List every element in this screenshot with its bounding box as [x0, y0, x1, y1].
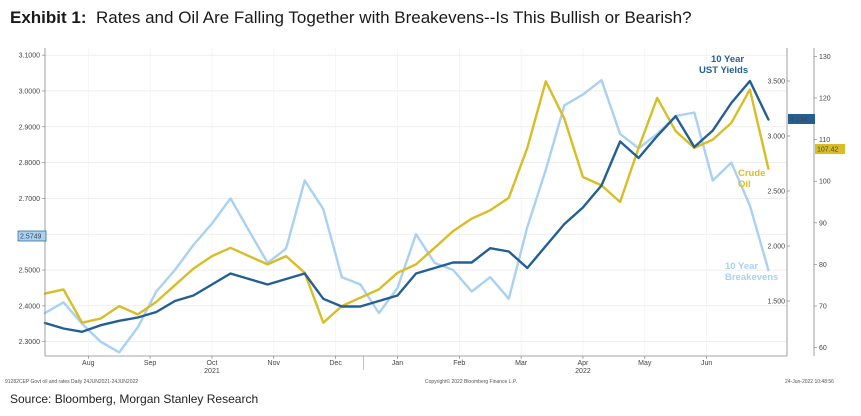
inner-right-tick-label: 3.000: [767, 134, 785, 141]
left-tick-label: 2.4000: [19, 303, 41, 310]
exhibit-label: Exhibit 1:: [10, 8, 87, 27]
x-tick-label: Oct: [207, 360, 218, 367]
left-tick-label: 3.0000: [19, 88, 41, 95]
breakeven-line: [43, 78, 770, 354]
inner-right-tick-label: 2.500: [767, 189, 785, 196]
x-tick-label: Aug: [82, 360, 95, 367]
footer-right-note: 24-Jun-2022 10:48:56: [785, 379, 834, 385]
footer-center-note: Copyright© 2022 Bloomberg Finance L.P.: [425, 378, 517, 385]
left-tick-label: 2.8000: [19, 160, 41, 167]
x-tick-label: Feb: [453, 360, 465, 367]
year-label-2021: 2021: [204, 368, 220, 375]
inner-right-tick-label: 2.000: [767, 244, 785, 251]
x-tick-label: Nov: [268, 360, 281, 367]
x-tick-label: May: [638, 360, 652, 367]
source-note: Source: Bloomberg, Morgan Stanley Resear…: [10, 392, 259, 406]
outer-right-tick-label: 90: [819, 220, 827, 227]
oil-label-line2: Oil: [738, 179, 751, 190]
footer-left-note: 91282CEP Govt oil and rates Daily 24JUN2…: [5, 379, 138, 385]
x-tick-label: Jan: [392, 360, 403, 367]
title-text: Rates and Oil Are Falling Together with …: [95, 8, 692, 27]
outer-right-tick-label: 130: [819, 54, 831, 61]
outer-right-tick-label: 100: [819, 179, 831, 186]
outer-right-tick-label: 110: [819, 137, 830, 144]
series-labels: 10 Year UST Yields Crude Oil 10 Year Bre…: [699, 54, 778, 283]
inner-right-tick-label: 1.500: [767, 299, 785, 306]
left-tick-label: 2.7000: [19, 196, 41, 203]
x-tick-label: Dec: [329, 360, 342, 367]
outer-right-tick-label: 80: [819, 262, 827, 269]
ticks: 2.30002.40002.50002.60002.70002.80002.90…: [19, 53, 831, 375]
outer-right-tick-label: 60: [819, 345, 827, 352]
footer-notes: 91282CEP Govt oil and rates Daily 24JUN2…: [5, 378, 834, 385]
chart-title: Exhibit 1: Rates and Oil Are Falling Tog…: [10, 8, 692, 28]
oil-tag-box: [815, 144, 845, 154]
breakeven-label-line1: 10 Year: [725, 261, 758, 272]
left-tick-label: 2.3000: [19, 339, 41, 346]
left-tick-label: 2.5000: [19, 268, 41, 275]
left-tick-label: 3.1000: [19, 53, 41, 60]
oil-label-line1: Crude: [738, 168, 765, 179]
breakeven-tag: 2.5749: [20, 234, 42, 241]
yield-line: [43, 79, 770, 333]
yield-label-line2: UST Yields: [699, 65, 748, 76]
last-value-tags: 2.5749 3.134 107.42: [17, 114, 845, 242]
year-label-2022: 2022: [575, 368, 591, 375]
x-tick-label: Apr: [577, 360, 589, 367]
inner-right-tick-label: 3.500: [767, 79, 785, 86]
x-tick-label: Jun: [701, 360, 712, 367]
outer-right-tick-label: 70: [819, 304, 827, 311]
series-layer: [43, 78, 770, 354]
axes: [44, 48, 815, 357]
yield-label-line1: 10 Year: [711, 54, 744, 65]
outer-right-tick-label: 120: [819, 95, 831, 102]
oil-tag: 107.42: [817, 147, 839, 154]
breakeven-label-line2: Breakevens: [725, 272, 778, 283]
yield-tag-box: [788, 114, 815, 124]
oil-line: [43, 80, 770, 324]
breakeven-tag-box: [17, 230, 47, 242]
grid: [45, 48, 787, 356]
yield-tag: 3.134: [790, 117, 808, 124]
left-tick-label: 2.9000: [19, 124, 41, 131]
x-tick-label: Sep: [144, 360, 157, 367]
x-tick-label: Mar: [515, 360, 528, 367]
